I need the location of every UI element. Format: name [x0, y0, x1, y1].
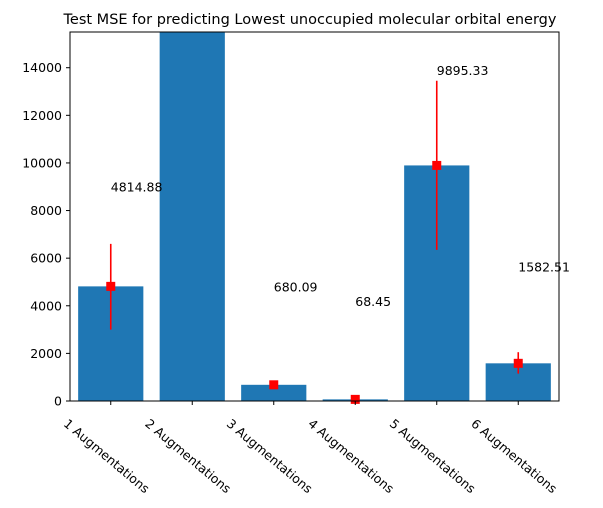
x-tick-label-3: 3 Augmentations: [224, 416, 316, 496]
y-tick-label-3: 6000: [30, 251, 62, 266]
y-tick-label-4: 8000: [30, 203, 62, 218]
y-tick-label-5: 10000: [22, 155, 62, 170]
y-tick-label-2: 4000: [30, 298, 62, 313]
data-label-4: 68.45: [355, 294, 391, 309]
y-tick-label-6: 12000: [22, 108, 62, 123]
error-bars-group: [106, 80, 523, 404]
x-tick-label-6: 6 Augmentations: [468, 416, 560, 496]
chart-title: Test MSE for predicting Lowest unoccupie…: [63, 12, 557, 28]
y-tick-label-1: 2000: [30, 346, 62, 361]
data-label-1: 4814.88: [111, 180, 163, 195]
error-marker-3: [269, 380, 279, 390]
bar-2: [159, 32, 225, 401]
bar-3: [241, 384, 307, 401]
x-tick-label-4: 4 Augmentations: [305, 416, 397, 496]
y-tick-label-0: 0: [54, 394, 62, 409]
data-label-3: 680.09: [274, 279, 318, 294]
error-marker-1: [106, 281, 116, 291]
error-marker-6: [513, 358, 523, 368]
y-tick-label-7: 14000: [22, 60, 62, 75]
y-axis: 0 2000 4000 6000 8000 10000 12000 14000: [22, 60, 70, 409]
x-tick-label-2: 2 Augmentations: [142, 416, 234, 496]
data-label-6: 1582.51: [518, 259, 570, 274]
plot-frame: [69, 31, 560, 402]
data-labels-group: 4814.88 680.09 68.45 9895.33 1582.51: [111, 63, 570, 309]
error-marker-5: [432, 160, 442, 170]
data-label-5: 9895.33: [437, 63, 489, 78]
x-tick-label-1: 1 Augmentations: [61, 416, 153, 496]
error-marker-4: [350, 394, 360, 404]
bars-group: [78, 32, 551, 401]
x-tick-label-5: 5 Augmentations: [387, 416, 479, 496]
